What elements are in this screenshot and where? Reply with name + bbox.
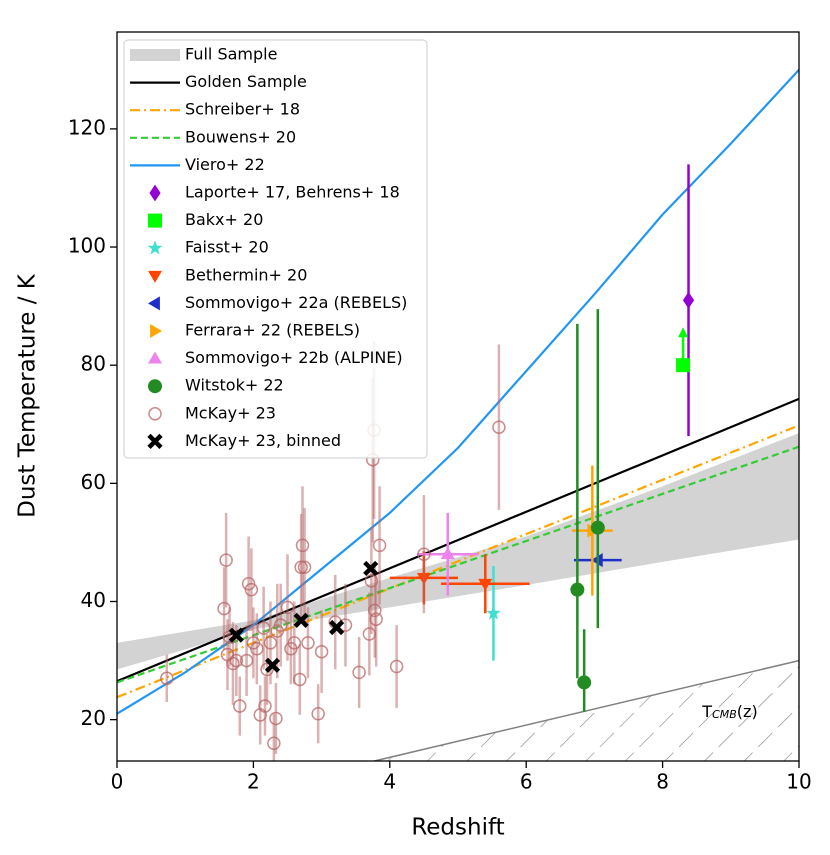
legend-label: Bethermin+ 20 [185,265,307,284]
fit-line [117,424,799,699]
legend-label: Witstok+ 22 [185,376,284,395]
data-point [297,560,312,574]
x-tick-label: 4 [383,770,396,794]
data-point [293,612,309,628]
data-point [389,659,404,674]
limit-arrow-head [678,327,689,338]
data-point [314,644,329,659]
legend-label: Bakx+ 20 [185,210,263,229]
data-point [219,553,233,567]
legend-label: Golden Sample [185,72,307,91]
y-tick-label: 80 [81,352,106,376]
data-point [269,711,283,726]
data-point [682,291,695,309]
data-point [160,671,174,686]
data-point [492,420,506,434]
data-point [260,662,274,677]
data-point [369,612,383,626]
legend-marker [148,270,162,283]
data-point [486,605,501,620]
data-point [368,603,382,618]
y-tick-label: 60 [81,470,106,494]
legend-marker [148,407,162,421]
data-point [417,547,431,561]
data-point [264,657,281,673]
y-tick-label: 20 [81,706,106,730]
data-point [287,636,302,650]
data-point [676,358,691,373]
legend-marker [147,433,163,449]
data-point [301,636,315,650]
legend-marker [148,213,162,228]
axes-frame [116,31,800,762]
legend-marker [147,240,163,255]
data-point [311,706,325,721]
legend-label: Sommovigo+ 22a (REBELS) [185,293,407,312]
data-point [233,699,247,713]
legend-label: McKay+ 23 [185,403,276,422]
data-point [241,577,256,591]
legend-box [123,39,428,459]
data-point [228,627,244,643]
annotation-suffix: (z) [737,702,758,721]
data-point [372,538,387,553]
legend: Full Sample Golden Sample Schreiber+ 18 Bou… [123,39,428,459]
legend-label: Laporte+ 17, Behrens+ 18 [185,183,400,202]
legend-label: Schreiber+ 18 [185,100,300,119]
x-axis-label: Redshift [411,815,504,841]
data-point [267,736,281,751]
annotation-main: T [701,702,712,721]
data-point [570,582,585,597]
data-point [577,675,592,690]
data-point [294,560,308,574]
legend-label: McKay+ 23, binned [185,431,341,450]
x-tick-label: 0 [111,770,124,794]
y-tick-label: 120 [68,115,106,139]
data-point [329,619,345,636]
data-point [352,665,366,680]
data-point [363,560,379,577]
data-point [293,672,307,687]
x-tick-label: 6 [520,770,533,794]
legend-label: Bouwens+ 20 [185,127,296,146]
x-tick-label: 2 [247,770,260,794]
legend-label: Full Sample [185,45,277,64]
data-point [229,653,244,668]
y-tick-label: 40 [81,588,106,612]
annotation-sub: CMB [712,708,737,721]
data-point [226,656,240,671]
legend-marker [148,379,162,394]
legend-marker [150,324,162,338]
legend-label: Sommovigo+ 22b (ALPINE) [185,348,403,367]
data-point [590,520,605,535]
data-point [244,582,259,597]
x-tick-label: 10 [786,770,811,794]
x-tick-label: 8 [656,770,669,794]
full-sample-band [117,433,799,670]
data-point [295,538,310,553]
legend-marker [149,184,161,202]
legend-marker [148,296,160,311]
data-point [478,578,493,591]
y-tick-label: 100 [68,234,106,258]
legend-handle [130,49,180,61]
legend-label: Ferrara+ 22 (REBELS) [185,321,360,340]
data-point [258,699,272,713]
cmb-annotation: TCMB(z) [701,702,757,722]
cmb-region [369,660,799,761]
y-axis-label: Dust Temperature / K [15,273,41,518]
legend-label: Faisst+ 20 [185,238,269,257]
data-point [440,547,455,560]
legend-label: Viero+ 22 [185,155,265,174]
legend-marker [148,351,162,364]
